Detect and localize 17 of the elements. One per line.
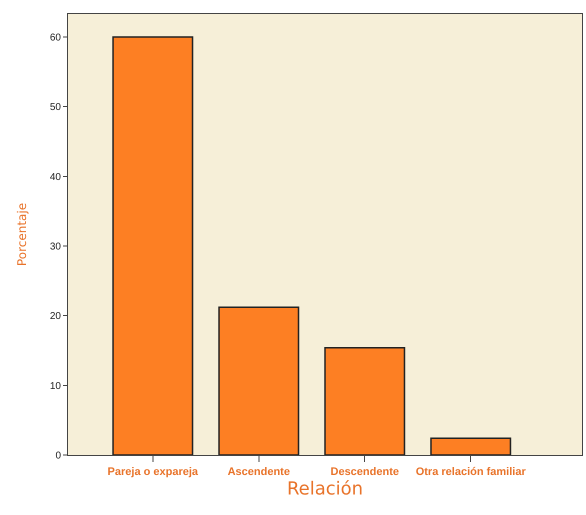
bar	[324, 346, 406, 455]
y-tick-label: 10	[50, 380, 62, 392]
y-tick-label: 20	[50, 311, 62, 322]
x-tick-label: Descendente	[330, 466, 399, 478]
y-tick-label: 30	[50, 242, 62, 252]
bar	[430, 438, 512, 455]
y-tick-label: 0	[55, 450, 62, 462]
bar	[218, 306, 300, 455]
x-axis-title: Relación	[286, 478, 364, 500]
y-tick-label: 50	[50, 102, 62, 114]
y-axis-title: Porcentaje	[15, 202, 30, 266]
x-tick-label: Otra relación familiar	[416, 466, 526, 478]
y-tick-label: 60	[50, 32, 62, 44]
x-tick-label: Ascendente	[228, 466, 290, 478]
y-tick-label: 40	[50, 172, 62, 183]
x-tick-label: Pareja o expareja	[108, 466, 199, 478]
bar	[112, 36, 194, 455]
